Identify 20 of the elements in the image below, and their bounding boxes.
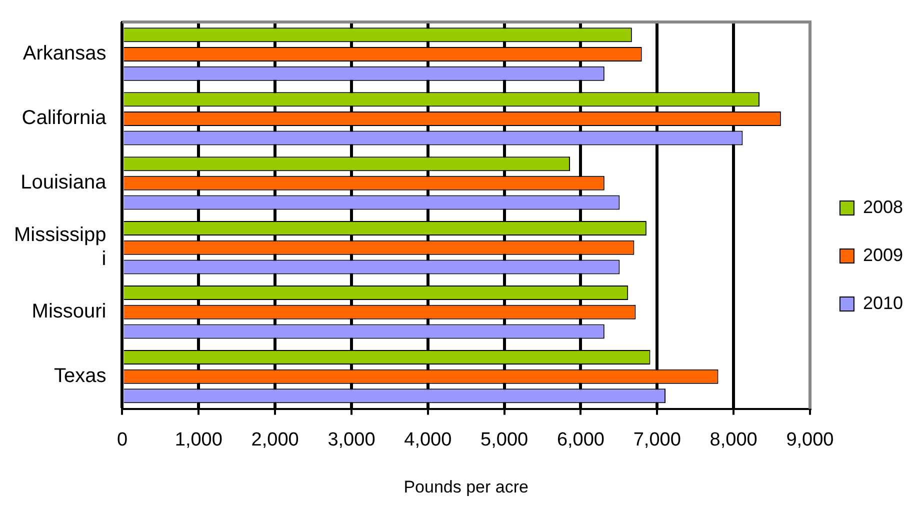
y-tick-label: Missouri <box>32 300 106 323</box>
y-tick-label: California <box>22 107 108 130</box>
x-tick-label: 7,000 <box>633 429 681 450</box>
x-tick-label: 4,000 <box>404 429 452 450</box>
x-tick-label: 6,000 <box>556 429 604 450</box>
y-tick-label: Mississippi <box>14 224 106 270</box>
x-tick-label: 5,000 <box>480 429 528 450</box>
y-tick-label: Louisiana <box>20 172 108 194</box>
x-tick-label: 8,000 <box>710 429 758 450</box>
legend-label: 2010 <box>862 292 904 313</box>
legend-label: 2008 <box>862 196 904 217</box>
x-tick-label: 0 <box>116 429 128 450</box>
x-axis-title: Pounds per acre <box>404 477 528 496</box>
x-tick-label: 1,000 <box>174 429 222 450</box>
x-tick-label: 3,000 <box>328 429 376 450</box>
x-tick-label: 2,000 <box>251 429 299 450</box>
y-tick-label: Arkansas <box>22 42 106 65</box>
legend-label: 2009 <box>862 244 904 265</box>
y-tick-label: Texas <box>54 365 106 388</box>
x-tick-label: 9,000 <box>786 429 834 450</box>
